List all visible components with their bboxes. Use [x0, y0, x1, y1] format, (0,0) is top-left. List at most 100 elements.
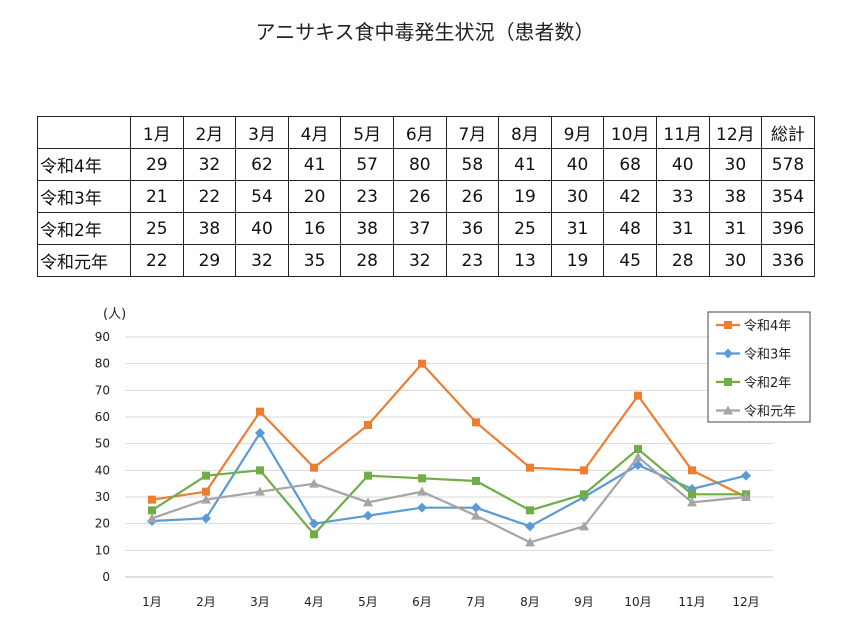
data-point: [724, 321, 732, 329]
table-cell: 40: [550, 148, 605, 181]
x-tick-label: 12月: [732, 595, 759, 609]
series-line: [151, 447, 746, 536]
data-point: [741, 470, 751, 481]
table-row: 令和2年 25 38 40 16 38 37 36 25 31 48 31 31 396: [37, 212, 815, 245]
y-tick-label: 50: [95, 437, 110, 451]
column-header: 10月: [603, 116, 657, 149]
x-tick-label: 11月: [678, 595, 705, 609]
table-cell: 354: [761, 180, 815, 213]
data-table: 1月 2月 3月 4月 5月 6月 7月 8月 9月 10月 11月 12月 総計 令和4年 29 32 62…: [37, 116, 815, 277]
table-cell: 19: [498, 180, 552, 213]
data-point: [525, 537, 535, 547]
data-point: [526, 506, 534, 515]
data-point: [418, 359, 426, 368]
y-tick-label: 40: [95, 463, 110, 477]
data-point: [363, 497, 373, 507]
data-point: [633, 460, 643, 470]
table-row: 令和元年 22 29 32 35 28 32 23 13 19 45 28 30 336: [37, 244, 815, 277]
data-point: [201, 513, 211, 524]
legend-label: 令和2年: [744, 376, 791, 391]
data-point: [202, 471, 210, 480]
x-tick-label: 1月: [142, 595, 162, 609]
series-line: [151, 455, 747, 544]
table-cell: 336: [761, 244, 815, 277]
data-point: [364, 421, 372, 429]
column-header: [37, 116, 131, 149]
table-cell: 58: [445, 148, 500, 181]
y-axis-label: (人): [103, 307, 126, 322]
page-title: アニサキス食中毒発生状況（患者数）: [255, 20, 595, 44]
row-label: 令和4年: [37, 148, 131, 181]
data-point: [363, 510, 373, 521]
data-point: [688, 490, 696, 499]
data-point: [724, 378, 732, 386]
row-label: 令和元年: [37, 244, 131, 277]
x-tick-label: 7月: [466, 595, 486, 609]
table-cell: 578: [761, 148, 815, 181]
column-header: 3月: [235, 116, 289, 149]
table-cell: 26: [392, 180, 447, 213]
data-point: [309, 518, 319, 529]
table-cell: 20: [287, 180, 342, 213]
data-point: [579, 521, 589, 531]
y-tick-label: 20: [95, 517, 110, 531]
y-tick-label: 10: [95, 543, 110, 557]
table-cell: 33: [655, 180, 710, 213]
table-cell: 16: [287, 212, 342, 245]
data-point: [417, 502, 427, 513]
table-cell: 26: [445, 180, 500, 213]
x-tick-label: 5月: [358, 595, 378, 609]
data-point: [418, 474, 426, 483]
data-point: [364, 471, 372, 480]
table-cell: 30: [550, 180, 605, 213]
x-tick-label: 10月: [624, 595, 651, 609]
table-cell: 35: [287, 244, 342, 277]
table-cell: 41: [287, 148, 342, 181]
data-point: [525, 521, 535, 532]
column-header: 1月: [130, 116, 184, 149]
table-cell: 45: [603, 244, 657, 277]
column-header: 7月: [445, 116, 500, 149]
data-point: [148, 506, 156, 515]
data-point: [472, 418, 480, 427]
table-cell: 30: [708, 244, 763, 277]
column-header: 総計: [761, 116, 815, 149]
table-cell: 31: [655, 212, 710, 245]
data-point: [741, 492, 751, 501]
legend: [707, 311, 811, 423]
table-cell: 21: [130, 180, 184, 213]
column-header: 9月: [550, 116, 605, 149]
table-cell: 48: [603, 212, 657, 245]
data-point: [633, 452, 643, 461]
data-point: [634, 391, 642, 400]
series-line: [151, 430, 747, 528]
table-cell: 25: [130, 212, 184, 245]
table-cell: 38: [182, 212, 237, 245]
table-cell: 80: [392, 148, 447, 181]
legend-label: 令和4年: [744, 319, 791, 334]
table-cell: 32: [235, 244, 289, 277]
data-point: [580, 466, 588, 475]
data-point: [201, 494, 211, 504]
table-cell: 57: [340, 148, 394, 181]
table-cell: 31: [550, 212, 605, 245]
table-cell: 22: [130, 244, 184, 277]
y-tick-label: 30: [95, 490, 110, 504]
x-tick-label: 3月: [250, 595, 270, 609]
data-point: [147, 513, 157, 523]
data-point: [148, 495, 156, 504]
table-cell: 23: [445, 244, 500, 277]
table-header-row: 1月 2月 3月 4月 5月 6月 7月 8月 9月 10月 11月 12月 総計: [37, 116, 815, 149]
table-cell: 40: [655, 148, 710, 181]
data-point: [723, 405, 733, 415]
series-line: [151, 362, 747, 501]
data-point: [255, 428, 265, 438]
data-point: [256, 407, 264, 416]
data-point: [580, 490, 588, 499]
y-tick-label: 90: [95, 330, 110, 344]
x-tick-label: 8月: [520, 595, 540, 609]
data-point: [472, 477, 480, 485]
legend-label: 令和3年: [744, 348, 791, 363]
data-point: [255, 486, 265, 496]
column-header: 2月: [182, 116, 237, 149]
